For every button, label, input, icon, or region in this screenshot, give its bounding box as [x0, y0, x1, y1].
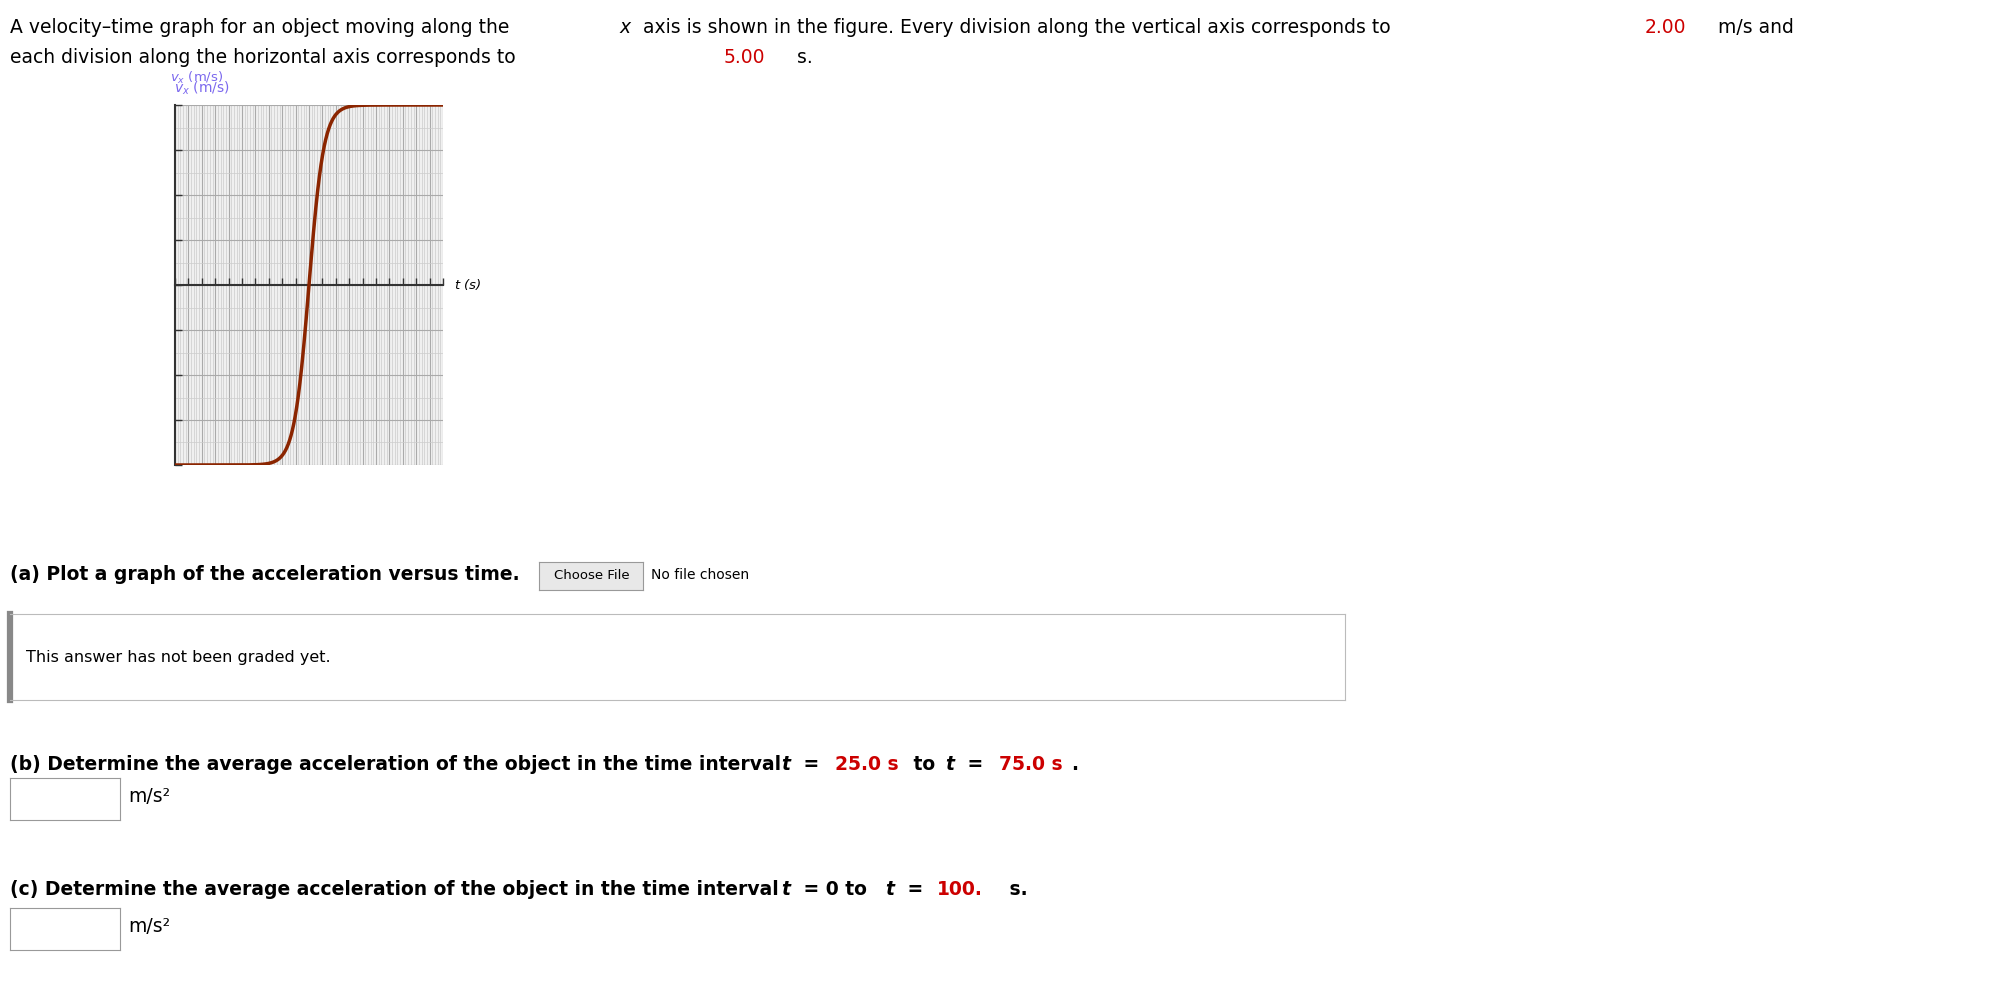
Text: (b) Determine the average acceleration of the object in the time interval: (b) Determine the average acceleration o…: [10, 755, 787, 774]
Text: =: =: [901, 880, 929, 899]
Text: t: t: [781, 755, 791, 774]
Text: 100.: 100.: [937, 880, 983, 899]
Text: m/s²: m/s²: [128, 917, 170, 936]
Text: s.: s.: [1003, 880, 1027, 899]
Text: $v_x$ (m/s): $v_x$ (m/s): [170, 70, 224, 86]
Text: (c) Determine the average acceleration of the object in the time interval: (c) Determine the average acceleration o…: [10, 880, 785, 899]
Text: = 0 to: = 0 to: [797, 880, 873, 899]
Text: This answer has not been graded yet.: This answer has not been graded yet.: [26, 650, 330, 664]
Text: m/s²: m/s²: [128, 787, 170, 806]
Text: 25.0 s: 25.0 s: [835, 755, 899, 774]
Text: t: t: [885, 880, 895, 899]
Text: to: to: [907, 755, 941, 774]
Text: t: t: [781, 880, 791, 899]
Text: Choose File: Choose File: [553, 570, 629, 583]
Text: No file chosen: No file chosen: [651, 569, 749, 582]
Text: axis is shown in the figure. Every division along the vertical axis corresponds : axis is shown in the figure. Every divis…: [637, 18, 1397, 37]
Text: each division along the horizontal axis corresponds to: each division along the horizontal axis …: [10, 48, 521, 67]
Text: $v_x$ (m/s): $v_x$ (m/s): [174, 80, 230, 98]
Text: t: t: [945, 755, 955, 774]
Text: 5.00: 5.00: [723, 48, 765, 67]
Text: 75.0 s: 75.0 s: [999, 755, 1063, 774]
Text: A velocity–time graph for an object moving along the: A velocity–time graph for an object movi…: [10, 18, 515, 37]
Text: $t$ (s): $t$ (s): [454, 277, 482, 292]
Text: s.: s.: [791, 48, 813, 67]
Text: x: x: [619, 18, 631, 37]
Text: .: .: [1071, 755, 1079, 774]
Text: m/s and: m/s and: [1712, 18, 1794, 37]
Text: =: =: [797, 755, 825, 774]
Text: (a) Plot a graph of the acceleration versus time.: (a) Plot a graph of the acceleration ver…: [10, 565, 519, 584]
Text: 2.00: 2.00: [1644, 18, 1686, 37]
Text: =: =: [961, 755, 989, 774]
